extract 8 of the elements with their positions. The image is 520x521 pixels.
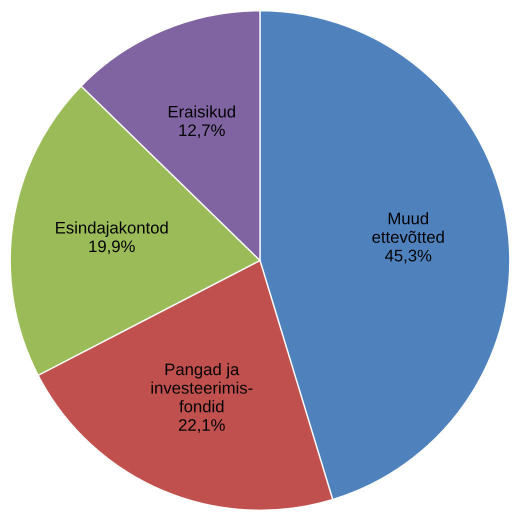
slice-label: Pangad ja investeerimis- fondid [151,363,252,412]
slice-label: Eraisikud [168,105,235,118]
slice-label: Muud ettevõtted [372,212,444,243]
data-label: 45,3% [385,250,432,264]
data-label: 19,9% [89,240,135,254]
data-label: 12,7% [179,124,225,138]
data-label: 22,1% [178,419,225,433]
slice-label: Esindajakontod [56,221,168,237]
